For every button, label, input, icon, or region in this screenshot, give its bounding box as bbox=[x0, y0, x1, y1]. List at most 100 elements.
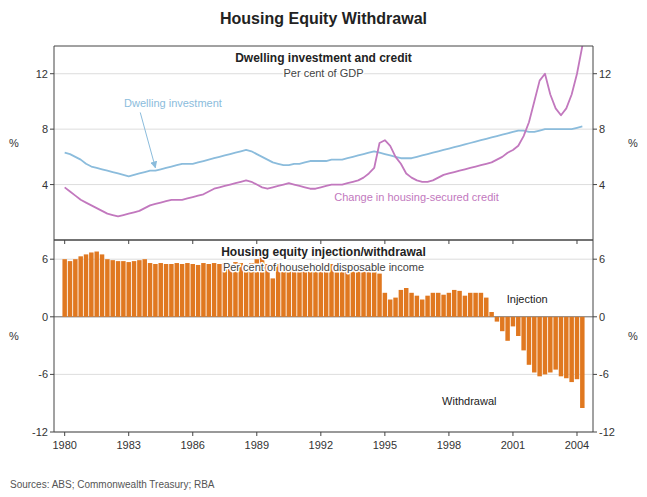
y2-tick bbox=[593, 129, 597, 130]
bar bbox=[580, 317, 584, 408]
grid-line bbox=[54, 432, 593, 433]
bar bbox=[207, 264, 211, 317]
bar bbox=[89, 252, 93, 316]
bar bbox=[500, 317, 504, 331]
y-tick bbox=[50, 184, 54, 185]
plot-area bbox=[62, 252, 584, 408]
bar bbox=[559, 317, 563, 377]
bar bbox=[367, 266, 371, 317]
plot-area bbox=[65, 46, 583, 216]
bar bbox=[543, 317, 547, 375]
bar bbox=[180, 264, 184, 317]
bar bbox=[148, 263, 152, 317]
bar bbox=[537, 317, 541, 377]
y-tick bbox=[50, 374, 54, 375]
panel-title: Housing equity injection/withdrawal bbox=[221, 245, 426, 259]
bar bbox=[153, 264, 157, 317]
x-tick bbox=[384, 240, 385, 244]
bar bbox=[441, 295, 445, 317]
panel-subtitle: Per cent of GDP bbox=[283, 67, 363, 79]
y2-axis-label: % bbox=[628, 137, 638, 149]
grid-line bbox=[54, 374, 593, 375]
x-tick bbox=[512, 432, 513, 436]
y2-axis-label: % bbox=[628, 330, 638, 342]
bar bbox=[420, 300, 424, 317]
series-line bbox=[65, 126, 583, 176]
x-tick bbox=[128, 432, 129, 436]
x-tick-label: 1992 bbox=[309, 439, 333, 451]
y2-tick bbox=[593, 73, 597, 74]
y2-tick bbox=[593, 184, 597, 185]
bar bbox=[84, 254, 88, 316]
x-tick bbox=[576, 240, 577, 244]
y2-tick-label: 4 bbox=[599, 179, 605, 191]
bar bbox=[431, 293, 435, 317]
y-axis-label: % bbox=[9, 330, 19, 342]
bar bbox=[569, 317, 573, 382]
x-tick-label: 2004 bbox=[565, 439, 589, 451]
x-tick bbox=[576, 432, 577, 436]
x-tick-label: 1998 bbox=[437, 439, 461, 451]
bar bbox=[452, 290, 456, 317]
x-tick bbox=[448, 240, 449, 244]
panel: 198019831986198919921995199820012004-12-… bbox=[9, 240, 638, 451]
y2-tick bbox=[593, 259, 597, 260]
y2-tick-label: 8 bbox=[599, 123, 605, 135]
y-tick-label: 6 bbox=[42, 253, 48, 265]
y-axis-line bbox=[54, 240, 55, 432]
bar bbox=[532, 317, 536, 373]
x-tick bbox=[256, 432, 257, 436]
bar bbox=[196, 265, 200, 317]
x-tick bbox=[64, 432, 65, 436]
y-axis-label: % bbox=[9, 137, 19, 149]
y-tick-label: 8 bbox=[42, 123, 48, 135]
bar bbox=[484, 298, 488, 317]
bar bbox=[158, 263, 162, 317]
chart: Housing Equity Withdrawal Sources: ABS; C… bbox=[0, 0, 647, 497]
bar bbox=[169, 264, 173, 317]
grid-line bbox=[54, 129, 593, 130]
y-tick-label: 0 bbox=[42, 311, 48, 323]
bar bbox=[116, 261, 120, 317]
bar bbox=[142, 259, 146, 317]
bar bbox=[473, 293, 477, 317]
bar bbox=[62, 259, 66, 317]
panel-title: Dwelling investment and credit bbox=[235, 51, 412, 65]
bar bbox=[463, 296, 467, 317]
source-note: Sources: ABS; Commonwealth Treasury; RBA bbox=[10, 479, 215, 490]
bar bbox=[425, 296, 429, 317]
bar bbox=[409, 293, 413, 317]
bar bbox=[105, 259, 109, 317]
bar bbox=[457, 291, 461, 317]
bar bbox=[217, 264, 221, 317]
bar bbox=[399, 290, 403, 317]
bar bbox=[383, 293, 387, 317]
x-axis-line bbox=[54, 432, 593, 433]
bar bbox=[393, 298, 397, 317]
annotation: Injection bbox=[507, 293, 548, 305]
bar bbox=[121, 261, 125, 317]
bar bbox=[575, 317, 579, 379]
bar bbox=[447, 293, 451, 317]
bar bbox=[377, 274, 381, 317]
x-tick bbox=[320, 240, 321, 244]
bar bbox=[415, 296, 419, 317]
bar bbox=[73, 259, 77, 317]
x-tick-label: 1989 bbox=[245, 439, 269, 451]
y2-axis-line bbox=[593, 240, 594, 432]
frame-top bbox=[54, 240, 593, 241]
bar bbox=[505, 317, 509, 341]
y2-tick-label: 6 bbox=[599, 253, 605, 265]
y2-tick-label: -6 bbox=[599, 368, 609, 380]
grid-line bbox=[54, 184, 593, 185]
main-title: Housing Equity Withdrawal bbox=[220, 10, 427, 27]
bar bbox=[516, 317, 520, 336]
bar bbox=[553, 317, 557, 370]
x-tick bbox=[192, 432, 193, 436]
y-tick bbox=[50, 432, 54, 433]
y2-tick bbox=[593, 316, 597, 317]
bar bbox=[388, 300, 392, 317]
series-label: Change in housing-secured credit bbox=[334, 191, 499, 203]
bar bbox=[271, 278, 275, 316]
annotation: Withdrawal bbox=[442, 395, 496, 407]
